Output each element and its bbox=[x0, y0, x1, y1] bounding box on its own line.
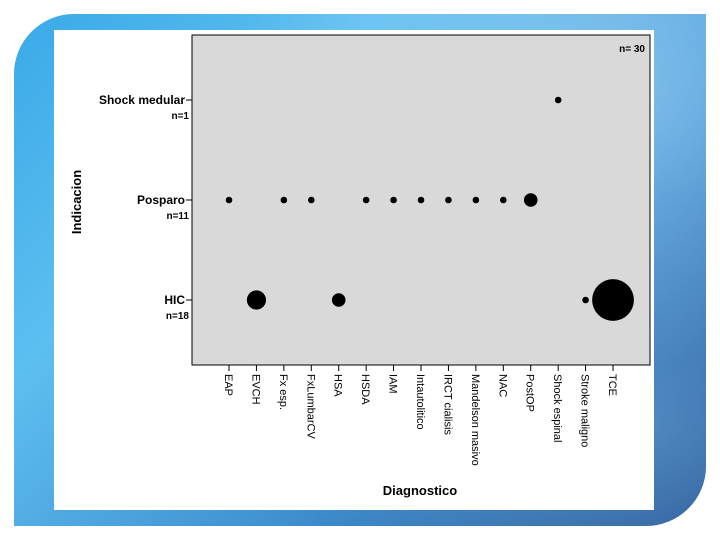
x-tick-label: Shock espinal bbox=[551, 374, 563, 443]
data-point bbox=[523, 193, 538, 207]
data-point bbox=[582, 296, 589, 304]
y-tick-label: HIC bbox=[164, 293, 185, 307]
x-tick-label: TCE bbox=[606, 374, 618, 396]
x-tick-label: HSDA bbox=[359, 374, 371, 405]
data-point bbox=[246, 290, 267, 310]
y-axis: Shock medular n=1 Posparo n=11 HIC n=18 bbox=[99, 93, 192, 322]
y-axis-title: Indicacion bbox=[69, 170, 84, 234]
data-point bbox=[362, 196, 370, 204]
x-tick-label: EAP bbox=[222, 374, 234, 396]
data-point bbox=[592, 279, 634, 321]
data-point bbox=[225, 196, 233, 204]
x-tick-label: HSA bbox=[332, 374, 344, 397]
y-count-label: n=1 bbox=[171, 111, 189, 122]
bubble-chart: n= 30 Shock medular n=1 Posparo n=11 HIC n=18… bbox=[69, 34, 651, 498]
data-point bbox=[445, 196, 452, 204]
x-tick-label: IRCT cialisis bbox=[441, 374, 453, 435]
data-point bbox=[500, 196, 507, 204]
x-tick-label: Intautolitico bbox=[414, 374, 426, 430]
x-tick-label: FxLumbarCV bbox=[304, 374, 316, 439]
x-tick-label: PostOP bbox=[524, 374, 536, 412]
data-point bbox=[390, 196, 397, 204]
y-tick-label: Posparo bbox=[137, 193, 185, 207]
x-tick-label: Mandelson masivo bbox=[469, 374, 481, 466]
data-point bbox=[331, 293, 346, 307]
sample-size-annotation: n= 30 bbox=[619, 44, 645, 55]
x-tick-label: IAM bbox=[387, 374, 399, 394]
data-point bbox=[417, 196, 425, 204]
x-axis-title: Diagnostico bbox=[383, 483, 457, 498]
data-point bbox=[280, 196, 288, 204]
x-axis: EAP EVCH Fx esp. FxLumbarCV HSA HSDA IAM Intaut… bbox=[222, 365, 618, 466]
data-point bbox=[307, 196, 315, 204]
data-point bbox=[472, 196, 480, 204]
x-tick-label: EVCH bbox=[249, 374, 261, 405]
x-tick-label: NAC bbox=[496, 374, 508, 397]
y-count-label: n=18 bbox=[166, 311, 190, 322]
data-points bbox=[225, 96, 634, 321]
x-tick-label: Stroke maligno bbox=[579, 374, 591, 447]
chart-panel: n= 30 Shock medular n=1 Posparo n=11 HIC n=18… bbox=[54, 30, 654, 510]
y-tick-label: Shock medular bbox=[99, 93, 185, 107]
y-count-label: n=11 bbox=[166, 211, 189, 222]
data-point bbox=[554, 96, 562, 104]
x-tick-label: Fx esp. bbox=[277, 374, 289, 410]
